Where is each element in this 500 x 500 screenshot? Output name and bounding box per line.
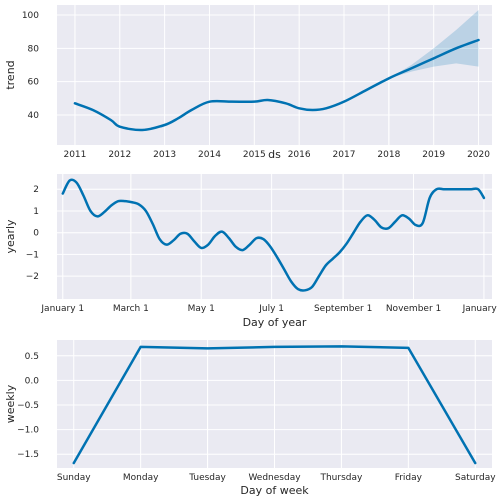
yearly-series-line-0 xyxy=(61,178,486,292)
trend-xtick-label-9: 2020 xyxy=(467,150,490,160)
trend-xtick-label-1: 2012 xyxy=(108,150,131,160)
weekly-ytick-label-4: 0.5 xyxy=(25,352,39,362)
yearly-ytick-label-0: −2 xyxy=(26,272,39,282)
yearly-xtick-label-1: March 1 xyxy=(113,304,149,314)
weekly-xtick-label-5: Friday xyxy=(395,473,423,483)
yearly-xtick-label-0: January 1 xyxy=(40,304,84,314)
trend-y-axis-label: trend xyxy=(4,60,17,89)
trend-x-axis-label: ds xyxy=(268,148,281,161)
yearly-ytick-label-2: 0 xyxy=(33,229,39,239)
trend-ytick-label-0: 40 xyxy=(28,111,40,121)
yearly-ytick-label-3: 1 xyxy=(33,207,39,217)
trend-plot-area xyxy=(57,5,492,145)
trend-xtick-label-3: 2014 xyxy=(198,150,221,160)
yearly-xtick-label-5: November 1 xyxy=(386,304,441,314)
trend-ytick-label-1: 60 xyxy=(28,78,40,88)
trend-series-line-0 xyxy=(73,38,480,132)
yearly-xtick-label-6: January 1 xyxy=(462,304,500,314)
trend-xtick-label-2: 2013 xyxy=(153,150,176,160)
trend-xtick-label-7: 2018 xyxy=(377,150,400,160)
yearly-panel: January 1 March 1 May 1 July 1 September 1 No… xyxy=(4,174,500,329)
weekly-ytick-label-0: −1.5 xyxy=(17,450,39,460)
trend-ytick-label-2: 80 xyxy=(28,44,40,54)
weekly-xtick-label-4: Thursday xyxy=(319,473,363,483)
trend-xtick-label-6: 2017 xyxy=(333,150,356,160)
yearly-x-axis-label: Day of year xyxy=(243,316,307,329)
trend-uncertainty-band xyxy=(388,10,479,79)
yearly-ytick-label-1: −1 xyxy=(26,250,39,260)
trend-xtick-label-4: 2015 xyxy=(243,150,266,160)
weekly-xtick-label-0: Sunday xyxy=(57,473,91,483)
trend-ytick-label-3: 100 xyxy=(22,11,39,21)
yearly-y-axis-label: yearly xyxy=(4,219,17,254)
weekly-xtick-label-6: Saturday xyxy=(455,473,496,483)
trend-xtick-label-8: 2019 xyxy=(422,150,445,160)
weekly-xtick-label-2: Tuesday xyxy=(188,473,226,483)
yearly-xtick-label-4: September 1 xyxy=(314,304,372,314)
trend-panel: 2011 2012 2013 2014 2015 2016 2017 2018 2019 2020… xyxy=(4,5,492,161)
weekly-panel: Sunday Monday Tuesday Wednesday Thursday Frid… xyxy=(4,340,496,497)
weekly-series-line-0 xyxy=(72,345,477,465)
trend-xtick-label-5: 2016 xyxy=(288,150,311,160)
weekly-xtick-label-1: Monday xyxy=(123,473,159,483)
yearly-xtick-label-2: May 1 xyxy=(188,304,215,314)
weekly-y-axis-label: weekly xyxy=(4,384,17,423)
weekly-ytick-label-2: −0.5 xyxy=(17,401,39,411)
yearly-xtick-label-3: July 1 xyxy=(258,304,284,314)
trend-xtick-label-0: 2011 xyxy=(63,150,86,160)
weekly-ytick-label-1: −1.0 xyxy=(17,426,39,436)
weekly-ytick-label-3: 0.0 xyxy=(25,376,40,386)
yearly-ytick-label-4: 2 xyxy=(33,185,39,195)
weekly-xtick-label-3: Wednesday xyxy=(248,473,301,483)
yearly-plot-area xyxy=(57,174,492,299)
weekly-x-axis-label: Day of week xyxy=(240,484,309,497)
